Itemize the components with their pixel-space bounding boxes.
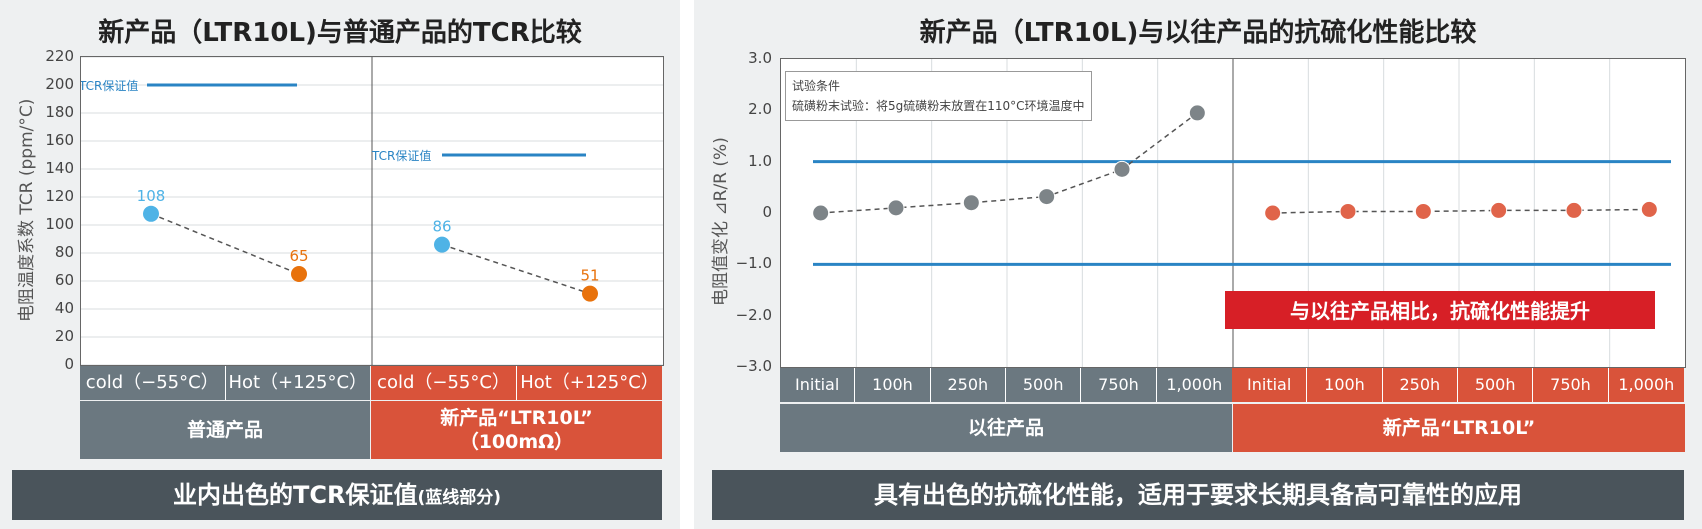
left-chart-title: 新产品（LTR10L)与普通产品的TCR比较: [98, 18, 582, 48]
y-tick-label: 120: [45, 187, 74, 205]
y-tick-label: 20: [54, 327, 74, 345]
previous-product-point: [1188, 104, 1206, 122]
left-chart-panel: 新产品（LTR10L)与普通产品的TCR比较 电阻温度系数 TCR (ppm/°…: [0, 0, 680, 529]
category-label: 750h: [1081, 368, 1157, 402]
left-plot-area: TCR保证值 108 65 TCR保证值 86 51: [80, 56, 664, 366]
y-tick-label: 60: [54, 271, 74, 289]
new-product-point: [1490, 201, 1508, 219]
connector-line: [150, 213, 300, 275]
data-label: 86: [432, 218, 451, 236]
group-label-ordinary-product: 普通产品: [80, 401, 370, 459]
right-chart-panel: 新产品（LTR10L)与以往产品的抗硫化性能比较 电阻值变化 ⊿R/R (%) …: [694, 0, 1702, 529]
new-product-point: [1565, 201, 1583, 219]
y-tick-label: −3.0: [735, 357, 772, 375]
category-label: 100h: [1307, 368, 1383, 402]
new-product-point: [1640, 200, 1658, 218]
banner-small-text: (蓝线部分): [417, 488, 501, 508]
y-tick-label: 100: [45, 215, 74, 233]
group-label-previous-product: 以往产品: [780, 404, 1232, 452]
tcr-guarantee-label: TCR保证值: [371, 148, 431, 163]
group-name: 普通产品: [186, 419, 263, 441]
new-product-point: [1414, 202, 1432, 220]
right-plot-area: 试验条件 硫磺粉末试验：将5g硫磺粉末放置在110°C环境温度中 与以往产品相比…: [780, 58, 1686, 368]
banner-main-text: 业内出色的TCR保证值: [172, 481, 418, 509]
y-tick-label: 3.0: [748, 49, 772, 67]
test-conditions-box: 试验条件 硫磺粉末试验：将5g硫磺粉末放置在110°C环境温度中: [785, 71, 1092, 121]
previous-product-point: [887, 199, 905, 217]
y-tick-label: 2.0: [748, 100, 772, 119]
previous-product-point: [812, 204, 830, 222]
data-label: 51: [580, 267, 599, 285]
group-name: 新产品“LTR10L”: [1382, 417, 1536, 439]
category-label: Initial: [780, 368, 856, 402]
category-cold: cold（−55°C）: [80, 366, 226, 400]
test-conditions-text: 硫磺粉末试验：将5g硫磺粉末放置在110°C环境温度中: [792, 99, 1085, 113]
test-conditions-title: 试验条件: [792, 79, 841, 93]
new-product-point: [1339, 202, 1357, 220]
category-label: 250h: [1382, 368, 1458, 402]
previous-product-point: [1113, 160, 1131, 178]
category-cold: cold（−55°C）: [371, 366, 517, 400]
group-name: 以往产品: [967, 417, 1044, 439]
series-connector: [1272, 208, 1650, 214]
right-chart-title: 新产品（LTR10L)与以往产品的抗硫化性能比较: [919, 18, 1477, 48]
left-plot-svg: TCR保证值 108 65 TCR保证值 86 51: [81, 57, 663, 365]
previous-product-point: [1038, 188, 1056, 206]
category-label: Initial: [1232, 368, 1308, 402]
y-tick-label: 160: [45, 131, 74, 149]
group-label-new-product: 新产品“LTR10L”: [1233, 404, 1685, 452]
category-hot: Hot（+125°C）: [520, 372, 659, 393]
cold-data-point: [434, 236, 450, 253]
data-label: 65: [289, 247, 308, 265]
connector-line: [441, 243, 591, 295]
category-label: 100h: [855, 368, 931, 402]
category-label: 750h: [1533, 368, 1609, 402]
y-tick-label: 180: [45, 103, 74, 121]
y-tick-label: 80: [54, 243, 74, 261]
y-tick-label: 200: [45, 75, 74, 93]
group-name-line1: 新产品“LTR10L”: [440, 407, 593, 429]
category-label: 1,000h: [1608, 368, 1684, 402]
category-label: 250h: [930, 368, 1006, 402]
right-y-axis-label: 电阻值变化 ⊿R/R (%): [711, 137, 731, 306]
left-summary-banner: 业内出色的TCR保证值(蓝线部分): [12, 470, 662, 520]
y-tick-label: 220: [45, 47, 74, 65]
left-group2-categories: cold（−55°C） Hot（+125°C）: [371, 366, 662, 400]
category-label: 500h: [1006, 368, 1082, 402]
right-summary-banner: 具有出色的抗硫化性能，适用于要求长期具备高可靠性的应用: [712, 470, 1684, 520]
group-name-line2: （100mΩ）: [459, 431, 574, 453]
improvement-callout: 与以往产品相比，抗硫化性能提升: [1225, 291, 1655, 329]
hot-data-point: [291, 266, 307, 282]
tcr-guarantee-label: TCR保证值: [81, 78, 138, 93]
hot-data-point: [582, 285, 598, 302]
y-tick-label: 40: [54, 299, 74, 317]
y-tick-label: −1.0: [735, 254, 772, 273]
new-product-point: [1264, 204, 1282, 222]
cold-data-point: [143, 205, 159, 222]
y-tick-label: 0: [762, 203, 772, 221]
previous-product-point: [962, 194, 980, 212]
left-group1-categories: cold（−55°C） Hot（+125°C）: [80, 366, 370, 400]
group-label-new-product: 新产品“LTR10L” （100mΩ）: [371, 401, 662, 459]
y-tick-label: 140: [45, 159, 74, 177]
category-hot: Hot（+125°C）: [228, 372, 368, 393]
y-tick-label: −2.0: [735, 305, 772, 324]
category-label: 500h: [1458, 368, 1534, 402]
data-label: 108: [137, 187, 166, 205]
y-tick-label: 0: [64, 355, 74, 373]
y-tick-label: 1.0: [748, 151, 772, 170]
category-label: 1,000h: [1156, 368, 1232, 402]
